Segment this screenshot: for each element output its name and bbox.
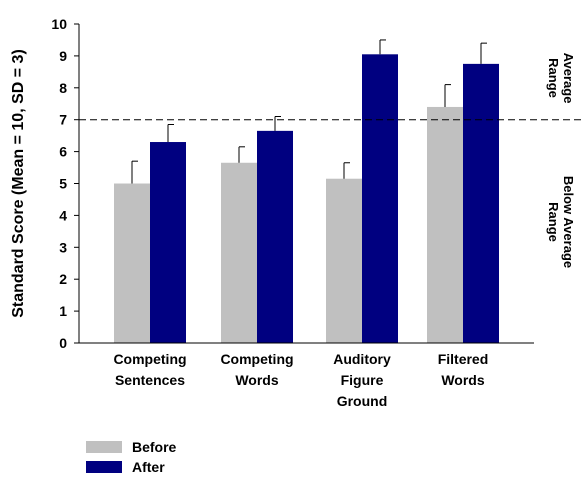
average-range-label: AverageRange xyxy=(546,53,576,104)
y-ticks-group: 0 1 2 3 4 5 6 7 8 9 10 xyxy=(51,16,79,351)
legend-item-after: After xyxy=(86,457,176,477)
bar-after-3 xyxy=(463,63,499,343)
y-axis-title: Standard Score (Mean = 10, SD = 3) xyxy=(10,49,27,318)
x-category-label: Auditory Figure Ground xyxy=(333,351,391,409)
bar-before-0 xyxy=(114,183,150,343)
bar-before-1 xyxy=(221,162,257,343)
y-tick-label: 2 xyxy=(59,271,67,287)
x-category-label: Competing Sentences xyxy=(113,351,186,388)
y-tick-label: 0 xyxy=(59,335,67,351)
bars-group xyxy=(114,54,499,344)
y-tick-label: 4 xyxy=(59,207,67,223)
x-categories-group: Competing Sentences Competing Words Auditory… xyxy=(113,351,488,409)
legend-swatch-after xyxy=(86,461,122,473)
y-tick-label: 9 xyxy=(59,48,67,64)
below-average-range-label: Below AverageRange xyxy=(546,176,576,268)
x-category-label: Competing Words xyxy=(220,351,293,388)
bar-after-0 xyxy=(150,142,186,343)
y-tick-label: 7 xyxy=(59,112,67,128)
bar-after-1 xyxy=(257,130,293,343)
range-upper-text: AverageRange xyxy=(546,53,576,104)
error-bars-group xyxy=(131,39,487,184)
y-tick-label: 3 xyxy=(59,239,67,255)
y-tick-label: 8 xyxy=(59,80,67,96)
legend-item-before: Before xyxy=(86,437,176,457)
legend-label-before: Before xyxy=(132,439,177,455)
bar-before-3 xyxy=(427,106,463,343)
bar-before-2 xyxy=(326,178,362,343)
x-category-label: Filtered Words xyxy=(438,351,489,388)
range-lower-text: Below AverageRange xyxy=(546,176,576,268)
legend-label-after: After xyxy=(132,459,165,475)
y-tick-label: 5 xyxy=(59,176,67,192)
legend-swatch-before xyxy=(86,441,122,453)
y-tick-label: 10 xyxy=(51,16,67,32)
bar-after-2 xyxy=(362,54,398,344)
y-tick-label: 6 xyxy=(59,144,67,160)
y-tick-label: 1 xyxy=(59,303,67,319)
legend: Before After xyxy=(86,437,176,477)
